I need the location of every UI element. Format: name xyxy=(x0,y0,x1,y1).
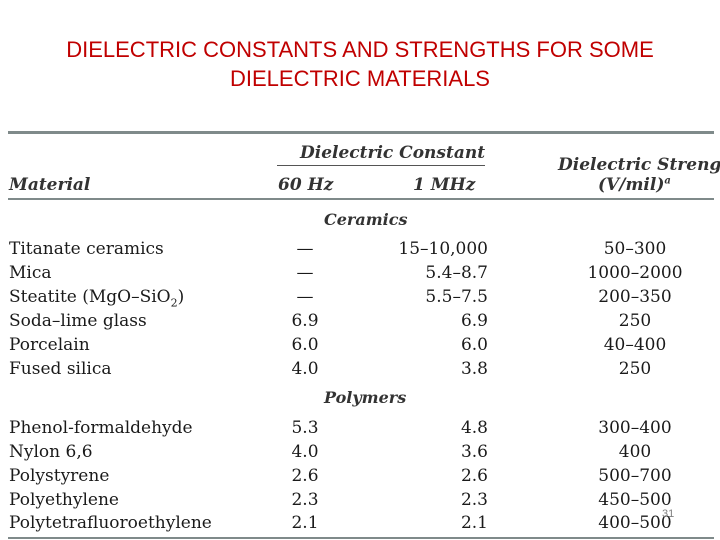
slide-title: DIELECTRIC CONSTANTS AND STRENGTHS FOR S… xyxy=(0,35,720,93)
row-material-subscript: 2 xyxy=(170,296,178,310)
header-dielectric-strength: Dielectric Strength xyxy=(558,155,720,175)
row-60hz: — xyxy=(296,263,314,283)
row-60hz: 2.1 xyxy=(291,513,319,533)
row-strength: 400–500 xyxy=(598,513,672,533)
row-60hz: 2.6 xyxy=(291,466,319,486)
row-strength: 1000–2000 xyxy=(587,263,683,283)
row-strength: 50–300 xyxy=(603,239,667,259)
row-strength: 500–700 xyxy=(598,466,672,486)
row-material: Phenol-formaldehyde xyxy=(9,418,193,438)
row-60hz: 4.0 xyxy=(291,442,319,462)
header-material: Material xyxy=(9,175,91,195)
row-1mhz: 5.5–7.5 xyxy=(425,287,488,307)
row-material: Polyethylene xyxy=(9,490,119,510)
section-ceramics: Ceramics xyxy=(324,210,408,229)
row-material: Polystyrene xyxy=(9,466,110,486)
row-strength: 400 xyxy=(618,442,652,462)
row-strength: 40–400 xyxy=(603,335,667,355)
row-1mhz: 4.8 xyxy=(460,418,488,438)
row-60hz: 6.9 xyxy=(291,311,319,331)
table-bottom-rule xyxy=(8,537,714,539)
row-1mhz: 3.6 xyxy=(460,442,488,462)
dielectric-constant-rule xyxy=(277,165,485,166)
row-material-text: Steatite (MgO–SiO xyxy=(9,287,171,307)
row-60hz: 5.3 xyxy=(291,418,319,438)
section-polymers: Polymers xyxy=(324,388,407,407)
row-1mhz: 5.4–8.7 xyxy=(425,263,488,283)
slide-title-line1: DIELECTRIC CONSTANTS AND STRENGTHS FOR S… xyxy=(66,37,654,62)
header-strength-unit-text: (V/mil) xyxy=(598,175,665,195)
row-material: Polytetrafluoroethylene xyxy=(9,513,212,533)
row-1mhz: 2.3 xyxy=(460,490,488,510)
row-material: Steatite (MgO–SiO2) xyxy=(9,286,184,314)
footnote-marker: a xyxy=(664,175,671,187)
row-1mhz: 2.6 xyxy=(460,466,488,486)
row-material: Porcelain xyxy=(9,335,90,355)
row-1mhz: 2.1 xyxy=(460,513,488,533)
row-strength: 450–500 xyxy=(598,490,672,510)
header-strength-unit: (V/mil)a xyxy=(598,175,671,195)
header-1mhz: 1 MHz xyxy=(413,175,476,195)
row-60hz: 4.0 xyxy=(291,359,319,379)
page-number: 31 xyxy=(662,508,675,520)
row-material: Nylon 6,6 xyxy=(9,442,93,462)
row-1mhz: 6.0 xyxy=(460,335,488,355)
table-header-rule xyxy=(8,198,714,200)
row-60hz: — xyxy=(296,239,314,259)
row-strength: 250 xyxy=(618,311,652,331)
row-1mhz: 6.9 xyxy=(460,311,488,331)
row-strength: 200–350 xyxy=(598,287,672,307)
row-60hz: 2.3 xyxy=(291,490,319,510)
row-material: Soda–lime glass xyxy=(9,311,147,331)
row-material: Mica xyxy=(9,263,52,283)
row-strength: 300–400 xyxy=(598,418,672,438)
header-60hz: 60 Hz xyxy=(278,175,334,195)
slide-title-line2: DIELECTRIC MATERIALS xyxy=(230,66,490,91)
row-material-close: ) xyxy=(177,287,185,307)
header-dielectric-constant: Dielectric Constant xyxy=(300,143,486,163)
row-1mhz: 3.8 xyxy=(460,359,488,379)
row-1mhz: 15–10,000 xyxy=(398,239,488,259)
row-material: Titanate ceramics xyxy=(9,239,164,259)
row-material: Fused silica xyxy=(9,359,112,379)
row-60hz: — xyxy=(296,287,314,307)
row-strength: 250 xyxy=(618,359,652,379)
table-top-rule xyxy=(8,131,714,134)
row-60hz: 6.0 xyxy=(291,335,319,355)
